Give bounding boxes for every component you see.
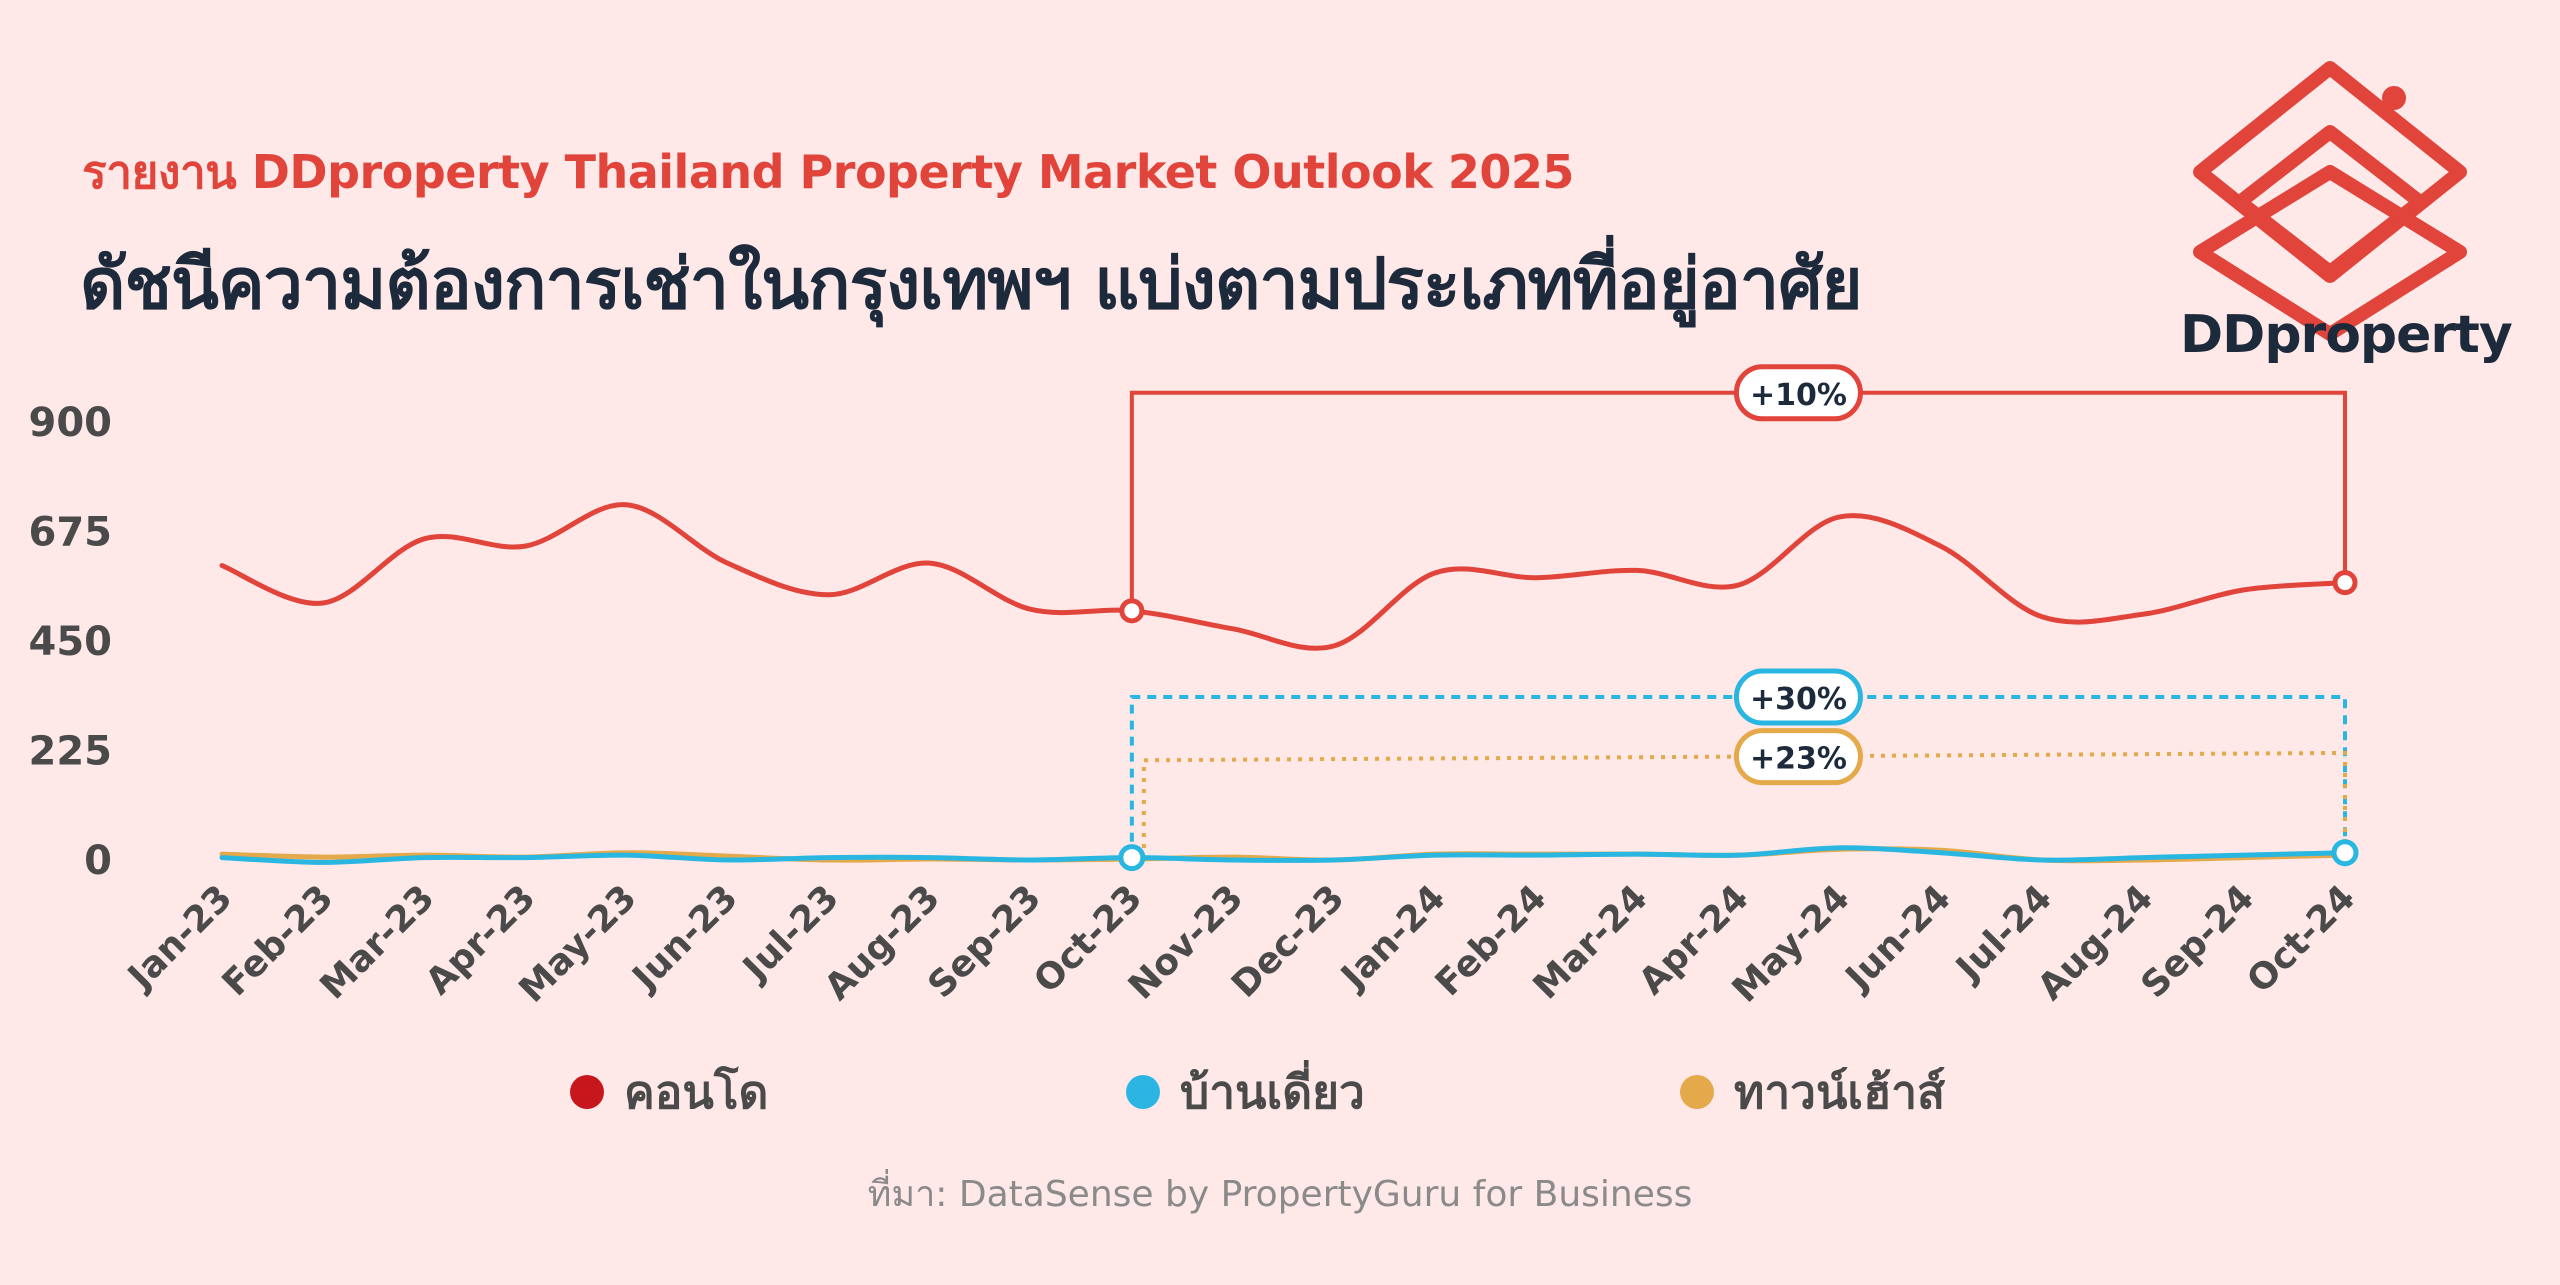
data-point-marker: [1119, 598, 1145, 624]
y-tick-label: 450: [29, 619, 113, 665]
x-tick-label: Jun-23: [623, 877, 746, 1000]
legend-label-condo: คอนโด: [624, 1064, 769, 1119]
change-label: +23%: [1750, 742, 1847, 777]
source-note: ที่มา: DataSense by PropertyGuru for Bus…: [867, 1174, 1693, 1215]
legend-swatch-townhouse: [1680, 1075, 1714, 1109]
report-subtitle: รายงาน DDproperty Thailand Property Mark…: [82, 145, 1574, 199]
x-tick-label: Jun-24: [1836, 877, 1959, 1000]
ddproperty-logo-icon: [2193, 61, 2467, 341]
legend-item-house: บ้านเดี่ยว: [1126, 1062, 1365, 1122]
data-point-marker: [2331, 839, 2359, 867]
legend-item-condo: คอนโด: [570, 1062, 768, 1122]
y-tick-label: 225: [29, 729, 113, 775]
y-tick-label: 0: [84, 838, 112, 884]
logo-wordmark: DDproperty: [2180, 305, 2513, 365]
y-tick-label: 675: [29, 510, 113, 556]
change-bracket: [1129, 390, 2347, 611]
x-tick-label: Dec-23: [1224, 877, 1352, 1005]
change-badge: [1733, 668, 1863, 726]
y-tick-label: 900: [29, 400, 113, 446]
legend-label-townhouse: ทาวน์เฮ้าส์: [1734, 1064, 1946, 1119]
x-tick-label: Sep-24: [2133, 877, 2262, 1006]
legend-swatch-condo: [570, 1075, 604, 1109]
x-tick-label: Mar-23: [313, 877, 443, 1007]
change-label: +30%: [1750, 682, 1847, 717]
data-point-marker: [1118, 844, 1146, 872]
x-tick-label: Mar-24: [1526, 877, 1656, 1007]
legend-item-townhouse: ทาวน์เฮ้าส์: [1680, 1062, 1945, 1122]
x-tick-label: Sep-23: [920, 877, 1049, 1006]
change-bracket: [1129, 694, 2347, 858]
data-point-marker: [2332, 570, 2358, 596]
legend-swatch-house: [1126, 1075, 1160, 1109]
x-tick-label: Oct-24: [2239, 877, 2363, 1001]
change-badge: [1733, 364, 1863, 422]
legend-label-house: บ้านเดี่ยว: [1180, 1064, 1365, 1119]
change-label: +10%: [1750, 378, 1847, 413]
series-line: [219, 502, 2348, 651]
chart-title: ดัชนีความต้องการเช่าในกรุงเทพฯ แบ่งตามปร…: [80, 243, 1863, 325]
change-badge: [1733, 728, 1863, 786]
series-line: [219, 845, 2348, 865]
